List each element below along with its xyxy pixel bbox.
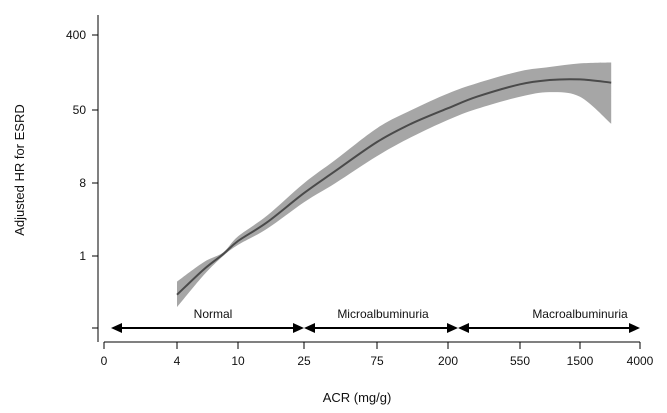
confidence-band [177,62,612,308]
hazard-ratio-curve [176,78,612,296]
region-microalbuminuria: Microalbuminuria [304,307,458,333]
region-label: Macroalbuminuria [532,307,628,321]
x-tick-label: 0 [101,354,108,368]
x-ticks: 0 4 10 25 75 200 550 1500 4000 [101,342,654,368]
arrowhead-right [629,323,640,333]
arrowhead-right [293,323,304,333]
x-tick-label: 10 [231,354,245,368]
arrowhead-left [458,323,469,333]
y-tick-label: 1 [79,249,86,263]
arrowhead-right [447,323,458,333]
axes [97,15,640,343]
x-tick-label: 550 [510,354,530,368]
x-axis-title: ACR (mg/g) [323,390,392,405]
region-macroalbuminuria: Macroalbuminuria [458,307,640,333]
albuminuria-regions: Normal Microalbuminuria Macroalbuminuria [111,307,640,333]
region-normal: Normal [111,307,304,333]
y-axis-title: Adjusted HR for ESRD [12,104,27,236]
y-tick-label: 400 [66,28,86,42]
arrowhead-left [111,323,122,333]
region-label: Normal [194,307,233,321]
arrowhead-left [304,323,315,333]
x-tick-label: 75 [370,354,384,368]
x-tick-label: 25 [297,354,311,368]
y-tick-label: 50 [73,103,87,117]
x-tick-label: 200 [438,354,458,368]
plot-area [176,62,612,308]
x-tick-label: 4000 [627,354,654,368]
y-tick-label: 8 [79,176,86,190]
x-tick-label: 4 [174,354,181,368]
region-label: Microalbuminuria [337,307,429,321]
y-ticks: 1 8 50 400 [66,28,98,329]
x-tick-label: 1500 [567,354,594,368]
